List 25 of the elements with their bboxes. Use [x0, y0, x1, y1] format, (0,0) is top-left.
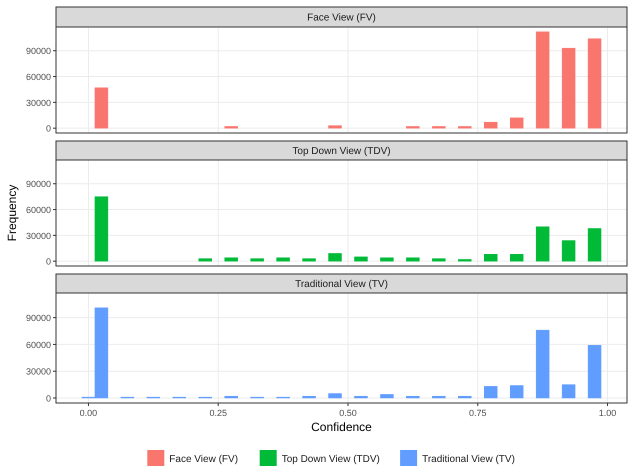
y-tick-label: 30000 [26, 98, 51, 108]
y-tick-label: 30000 [26, 366, 51, 377]
x-tick-label: 1.00 [598, 408, 616, 418]
chart-title: Top Down View (TDV) [292, 146, 391, 157]
y-tick-label: 90000 [26, 313, 51, 324]
x-tick-label: 0.50 [339, 408, 357, 418]
legend-label: Face View (FV) [169, 454, 238, 465]
x-tick-label: 0.75 [468, 408, 487, 418]
x-tick-label: 0.25 [209, 408, 227, 418]
y-tick-label: 60000 [26, 340, 51, 350]
y-tick-label: 90000 [26, 46, 51, 56]
y-tick-label: 0 [46, 256, 51, 267]
chart-title: Face View (FV) [307, 12, 376, 24]
legend-label: Traditional View (TV) [422, 454, 515, 465]
legend-label: Top Down View (TDV) [282, 454, 380, 465]
y-tick-label: 30000 [26, 230, 51, 241]
y-tick-label: 0 [46, 124, 51, 134]
y-tick-label: 60000 [26, 72, 51, 82]
y-tick-label: 60000 [26, 205, 51, 216]
x-tick-label: 0.00 [80, 408, 98, 418]
y-tick-label: 0 [46, 394, 51, 404]
chart-title: Traditional View (TV) [295, 279, 388, 290]
x-axis-title: Confidence [311, 420, 372, 434]
y-axis-title: Frequency [5, 184, 19, 242]
y-tick-label: 90000 [26, 179, 51, 190]
